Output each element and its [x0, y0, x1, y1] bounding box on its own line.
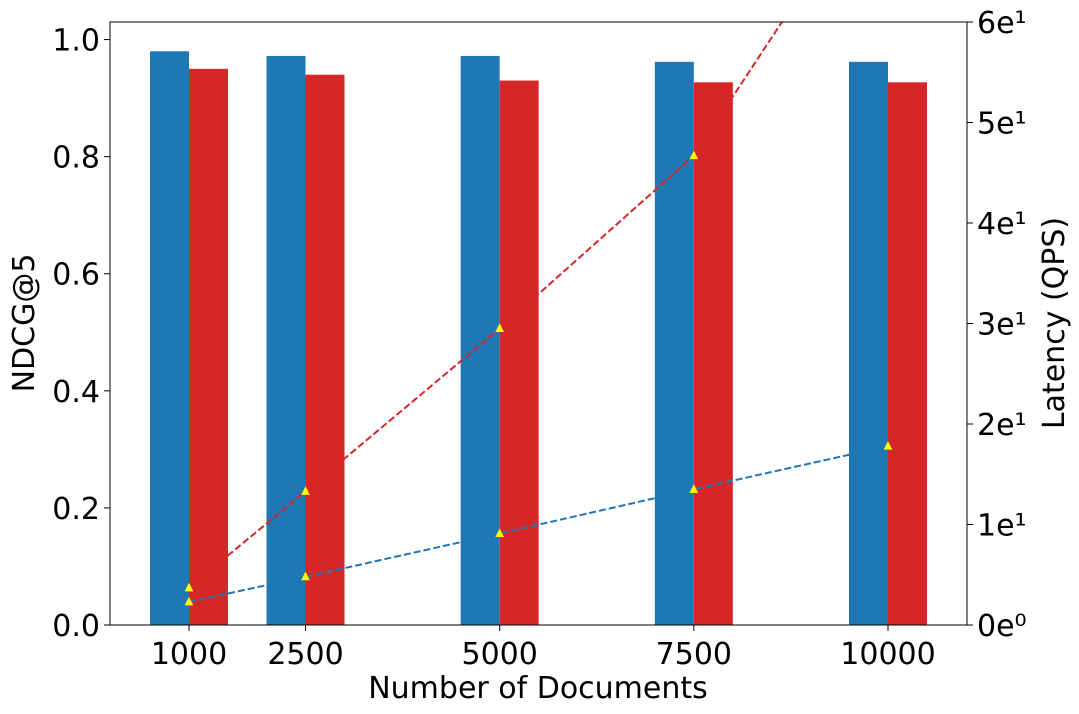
y2-tick-label: 6e¹: [977, 6, 1027, 41]
marker-3-2: [495, 528, 504, 538]
bar-0-1: [266, 55, 306, 626]
markers-layer: [184, 150, 893, 606]
bar-1-4: [888, 82, 927, 626]
bar-1-1: [305, 74, 345, 625]
bar-0-4: [849, 61, 888, 626]
marker-2-2: [495, 323, 504, 333]
x-tick-label: 5000: [461, 637, 537, 672]
marker-3-0: [184, 596, 194, 606]
bar-0-3: [654, 61, 694, 626]
bar-1-2: [499, 80, 539, 625]
y-tick-label: 1.0: [52, 24, 100, 59]
y2-tick-label: 5e¹: [977, 107, 1027, 142]
y2-axis-label: Latency (QPS): [1037, 217, 1072, 429]
marker-3-1: [301, 571, 310, 581]
y2-tick-label: 1e¹: [977, 509, 1027, 544]
marker-3-4: [883, 440, 893, 450]
y-tick-label: 0.6: [52, 258, 100, 293]
y-tick-label: 0.8: [52, 141, 100, 176]
bar-0-2: [460, 55, 500, 626]
x-tick-label: 1000: [151, 637, 227, 672]
line-series-3: [188, 445, 889, 603]
y2-tick-label: 3e¹: [977, 308, 1027, 343]
bar-0-0: [150, 51, 189, 625]
marker-2-3: [689, 150, 699, 160]
y-axis-label: NDCG@5: [7, 254, 42, 393]
bar-1-3: [693, 82, 733, 626]
y2-tick-label: 2e¹: [977, 408, 1027, 443]
y2-tick-label: 4e¹: [977, 207, 1027, 242]
y-axis-left: 0.0 0.2 0.4 0.6 0.8 1.0: [52, 24, 110, 644]
y2-tick-label: 0e⁰: [977, 609, 1027, 644]
y-tick-label: 0.4: [52, 375, 100, 410]
bar-1-0: [189, 68, 228, 625]
marker-2-0: [184, 582, 194, 592]
marker-2-1: [301, 486, 310, 495]
y-tick-label: 0.2: [52, 492, 100, 527]
marker-3-3: [689, 484, 699, 493]
y-tick-label: 0.0: [52, 609, 100, 644]
x-axis-label: Number of Documents: [368, 671, 708, 706]
bars-layer: [150, 51, 927, 626]
x-axis: 1000 2500 5000 7500 10000: [151, 625, 936, 672]
x-tick-label: 2500: [267, 637, 343, 672]
y-axis-right: 0e⁰ 1e¹ 2e¹ 3e¹ 4e¹ 5e¹ 6e¹: [967, 6, 1027, 644]
x-tick-label: 10000: [840, 637, 935, 672]
x-tick-label: 7500: [656, 637, 732, 672]
